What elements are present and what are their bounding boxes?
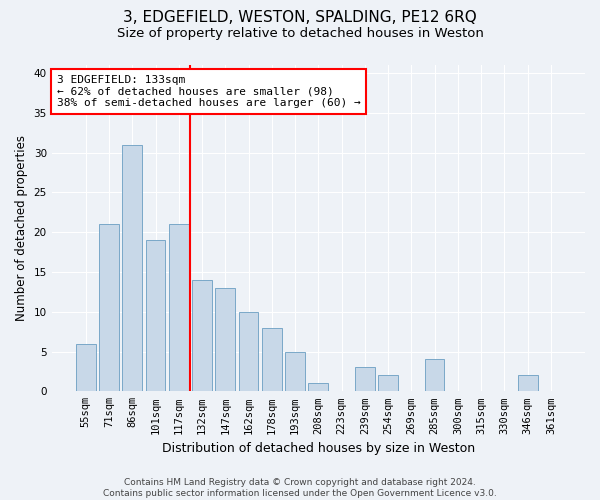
Y-axis label: Number of detached properties: Number of detached properties	[15, 135, 28, 321]
Text: 3, EDGEFIELD, WESTON, SPALDING, PE12 6RQ: 3, EDGEFIELD, WESTON, SPALDING, PE12 6RQ	[123, 10, 477, 25]
Text: 3 EDGEFIELD: 133sqm
← 62% of detached houses are smaller (98)
38% of semi-detach: 3 EDGEFIELD: 133sqm ← 62% of detached ho…	[57, 75, 361, 108]
Bar	[378, 376, 398, 392]
Bar	[308, 384, 328, 392]
Bar	[239, 312, 259, 392]
X-axis label: Distribution of detached houses by size in Weston: Distribution of detached houses by size …	[162, 442, 475, 455]
Bar	[99, 224, 119, 392]
Bar	[215, 288, 235, 392]
Bar	[285, 352, 305, 392]
Bar	[518, 376, 538, 392]
Text: Contains HM Land Registry data © Crown copyright and database right 2024.
Contai: Contains HM Land Registry data © Crown c…	[103, 478, 497, 498]
Bar	[146, 240, 166, 392]
Bar	[192, 280, 212, 392]
Text: Size of property relative to detached houses in Weston: Size of property relative to detached ho…	[116, 28, 484, 40]
Bar	[262, 328, 282, 392]
Bar	[355, 368, 375, 392]
Bar	[169, 224, 188, 392]
Bar	[425, 360, 445, 392]
Bar	[76, 344, 95, 392]
Bar	[122, 144, 142, 392]
